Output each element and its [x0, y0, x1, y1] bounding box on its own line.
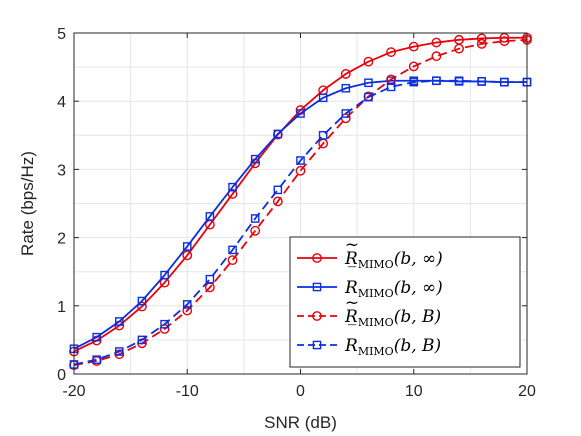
data-point: [409, 77, 419, 87]
data-point: [364, 92, 373, 102]
data-point: [137, 296, 147, 306]
data-point: [500, 77, 509, 87]
series-4: [69, 76, 532, 369]
data-point: [476, 33, 487, 44]
data-point: [431, 37, 442, 48]
x-tick-label: -10: [176, 383, 199, 400]
legend: ~RMIMO(b, ∞)‾RMIMO(b, ∞)~RMIMO(b, B)‾RMI…: [289, 235, 521, 368]
legend-marker: [312, 253, 322, 263]
data-point: [499, 32, 510, 43]
data-point: [431, 51, 442, 62]
data-point: [114, 317, 124, 326]
data-point: [228, 182, 237, 192]
data-point: [273, 185, 283, 195]
legend-accent: ‾: [348, 322, 357, 342]
data-point: [272, 196, 283, 207]
y-tick-label: 4: [57, 94, 66, 111]
data-point: [386, 82, 396, 92]
legend-marker: [312, 340, 322, 350]
legend-label: RMIMO(b, B): [344, 336, 441, 358]
y-tick-label: 5: [57, 26, 66, 43]
data-point: [182, 250, 193, 261]
x-tick-label: 10: [405, 383, 423, 400]
legend-label: RMIMO(b, ∞): [344, 249, 443, 271]
data-point: [477, 77, 487, 86]
legend-accent: ~: [345, 235, 359, 255]
legend-marker: [312, 311, 322, 321]
legend-entry: ‾RMIMO(b, B): [297, 322, 441, 358]
data-point: [205, 212, 215, 221]
data-point: [160, 319, 169, 329]
data-point: [182, 305, 193, 316]
data-point: [296, 156, 305, 165]
data-point: [250, 214, 260, 223]
data-point: [273, 129, 283, 139]
data-point: [182, 242, 192, 251]
data-point: [114, 347, 124, 356]
tick-layer: -20 -10 0 10 20 0 1 2 3 4 5: [57, 26, 536, 400]
data-point: [137, 335, 147, 345]
data-point: [454, 43, 464, 54]
legend-entry: ~RMIMO(b, B): [297, 293, 441, 329]
data-point: [296, 109, 305, 118]
data-point: [363, 56, 374, 67]
data-point: [340, 69, 351, 79]
data-point: [432, 76, 441, 86]
data-point: [227, 255, 238, 266]
legend-label: RMIMO(b, ∞): [344, 278, 443, 300]
data-point: [318, 130, 328, 140]
data-point: [386, 47, 396, 57]
legend-marker: [312, 282, 322, 292]
data-point: [160, 270, 169, 280]
data-point: [250, 225, 261, 236]
series-line: [73, 79, 527, 366]
x-tick-label: 0: [296, 383, 305, 400]
data-point: [92, 332, 101, 342]
data-point: [408, 61, 419, 72]
y-tick-label: 2: [57, 231, 66, 248]
legend-accent: ‾: [348, 264, 357, 284]
data-point: [476, 39, 487, 49]
x-tick-label: 20: [518, 383, 536, 400]
y-tick-label: 3: [57, 162, 66, 179]
series-layer: [69, 32, 532, 371]
y-tick-label: 0: [57, 367, 66, 384]
data-point: [228, 245, 237, 255]
legend-entry: ‾RMIMO(b, ∞): [297, 264, 443, 300]
data-point: [295, 165, 306, 176]
y-tick-label: 1: [57, 299, 66, 316]
data-point: [341, 109, 351, 118]
data-point: [250, 154, 260, 164]
x-axis-label: SNR (dB): [264, 413, 337, 432]
data-point: [408, 41, 419, 52]
y-axis-label: Rate (bps/Hz): [18, 151, 37, 256]
data-point: [364, 78, 373, 88]
data-point: [92, 355, 101, 364]
legend-accent: ~: [345, 293, 359, 313]
x-tick-label: -20: [62, 383, 85, 400]
data-point: [137, 301, 147, 312]
data-point: [499, 36, 510, 47]
data-point: [182, 300, 192, 309]
data-point: [454, 76, 464, 86]
data-point: [205, 274, 215, 284]
legend-entry: ~RMIMO(b, ∞): [297, 235, 443, 271]
data-point: [318, 93, 328, 103]
data-point: [341, 83, 351, 93]
legend-label: RMIMO(b, B): [344, 307, 441, 329]
